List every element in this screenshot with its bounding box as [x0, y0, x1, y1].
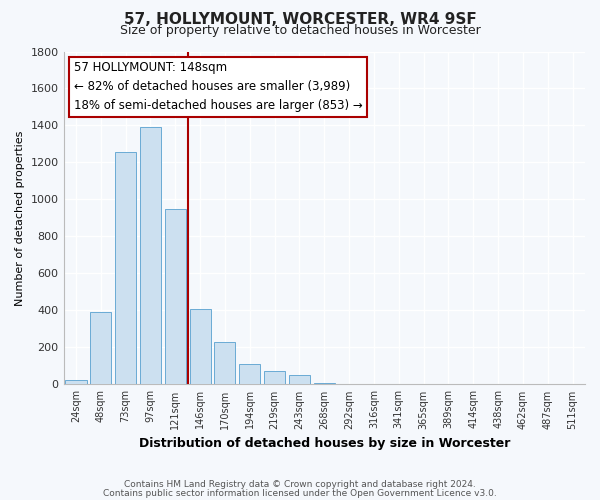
Text: 57, HOLLYMOUNT, WORCESTER, WR4 9SF: 57, HOLLYMOUNT, WORCESTER, WR4 9SF — [124, 12, 476, 28]
Text: 57 HOLLYMOUNT: 148sqm
← 82% of detached houses are smaller (3,989)
18% of semi-d: 57 HOLLYMOUNT: 148sqm ← 82% of detached … — [74, 62, 363, 112]
Bar — [140, 128, 161, 384]
Bar — [165, 208, 186, 384]
X-axis label: Distribution of detached houses by size in Worcester: Distribution of detached houses by size … — [139, 437, 510, 450]
Text: Size of property relative to detached houses in Worcester: Size of property relative to detached ho… — [119, 24, 481, 37]
Bar — [264, 372, 285, 384]
Bar — [115, 152, 136, 384]
Bar — [289, 375, 310, 384]
Y-axis label: Number of detached properties: Number of detached properties — [15, 130, 25, 306]
Text: Contains HM Land Registry data © Crown copyright and database right 2024.: Contains HM Land Registry data © Crown c… — [124, 480, 476, 489]
Bar — [90, 312, 112, 384]
Bar — [239, 364, 260, 384]
Bar — [314, 382, 335, 384]
Bar — [65, 380, 86, 384]
Bar — [190, 308, 211, 384]
Text: Contains public sector information licensed under the Open Government Licence v3: Contains public sector information licen… — [103, 489, 497, 498]
Bar — [214, 342, 235, 384]
